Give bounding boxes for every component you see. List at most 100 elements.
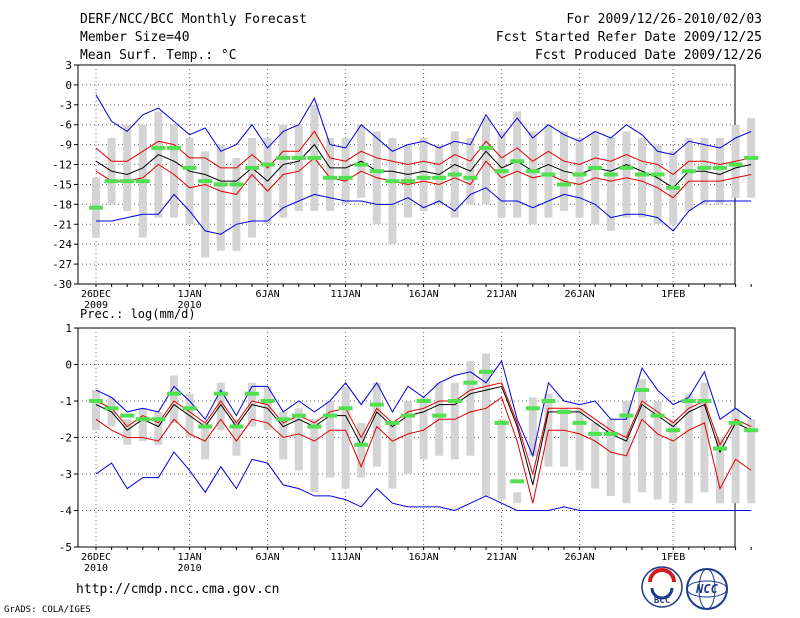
ensemble-mean-marker (182, 165, 197, 170)
spread-box (404, 401, 412, 474)
ensemble-mean-marker (120, 413, 135, 418)
precipitation-chart-title: Prec.: log(mm/d) (80, 307, 196, 321)
y-tick-label: -5 (59, 541, 72, 554)
spread-box (216, 382, 225, 431)
bcc-logo-text: BCC (654, 596, 670, 606)
ensemble-mean-marker (89, 399, 103, 403)
spread-box (560, 408, 568, 467)
ensemble-mean-marker (744, 155, 759, 160)
y-tick-label: 1 (65, 322, 72, 335)
forecast-started-date: Fcst Started Refer Date 2009/12/25 (495, 30, 762, 45)
y-tick-label: -18 (52, 198, 72, 211)
ensemble-mean-marker (401, 413, 415, 418)
ensemble-mean-marker (494, 420, 509, 425)
y-tick-label: -24 (52, 238, 72, 251)
y-tick-label: -1 (59, 395, 72, 408)
ensemble-mean-marker (447, 172, 462, 177)
spread-box (310, 419, 319, 493)
ensemble-mean-marker (245, 165, 259, 170)
ensemble-mean-marker (666, 185, 681, 190)
ensemble-mean-marker (713, 446, 727, 451)
ensemble-mean-marker (213, 182, 228, 187)
ensemble-mean-marker (432, 175, 447, 180)
grads-credit: GrADS: COLA/IGES (4, 605, 91, 615)
ncc-logo: NCC (686, 568, 728, 610)
x-tick-label: 1JAN (178, 552, 202, 563)
ensemble-mean-marker (135, 179, 150, 184)
series-line-p75 (95, 130, 752, 176)
ensemble-mean-marker (104, 179, 119, 184)
spread-box (684, 138, 693, 211)
ensemble-mean-marker (260, 399, 275, 403)
ensemble-mean-marker (291, 155, 306, 160)
x-tick-label: 2009 (84, 300, 108, 311)
ensemble-mean-marker (151, 145, 166, 150)
spread-box (731, 408, 740, 504)
spread-box (606, 419, 615, 496)
spread-box (497, 131, 506, 218)
spread-box (326, 401, 334, 478)
ensemble-mean-marker (213, 391, 228, 396)
spread-box (326, 138, 334, 211)
spread-box (341, 138, 350, 205)
ensemble-mean-marker (120, 179, 135, 184)
spread-box (201, 151, 210, 258)
ensemble-mean-marker (697, 399, 712, 403)
ensemble-mean-marker (650, 413, 665, 418)
spread-box (232, 419, 241, 456)
y-tick-label: -21 (52, 218, 72, 231)
ensemble-mean-marker (198, 424, 213, 429)
spread-box (513, 111, 522, 218)
spread-box (279, 124, 288, 218)
spread-box (653, 144, 662, 225)
y-tick-label: -15 (52, 178, 72, 191)
series-line-p25 (95, 396, 752, 504)
y-tick-label: 0 (65, 79, 72, 92)
ensemble-mean-marker (572, 172, 587, 177)
y-tick-label: 0 (65, 359, 72, 372)
ensemble-mean-marker (463, 380, 478, 385)
source-url[interactable]: http://cmdp.ncc.cma.gov.cn (76, 582, 280, 597)
ensemble-mean-marker (588, 431, 603, 436)
spread-box (466, 360, 475, 456)
spread-box (716, 437, 724, 504)
ensemble-mean-marker (89, 205, 103, 210)
variable-label: Mean Surf. Temp.: °C (80, 48, 237, 63)
ensemble-mean-marker (276, 417, 291, 422)
ensemble-mean-marker (510, 479, 525, 484)
ensemble-mean-marker (557, 182, 571, 187)
ensemble-mean-marker (479, 369, 493, 374)
x-tick-label: 2010 (178, 300, 202, 311)
spread-box (591, 422, 600, 489)
series-line-min (95, 451, 752, 512)
spread-box (684, 393, 693, 504)
spread-box (575, 138, 584, 218)
ensemble-mean-marker (323, 413, 337, 418)
x-tick-label: 6JAN (256, 289, 280, 300)
spread-box (170, 375, 178, 423)
ensemble-mean-marker (557, 409, 571, 414)
spread-box (279, 411, 288, 460)
ensemble-mean-marker (541, 399, 556, 403)
ensemble-mean-marker (307, 155, 322, 160)
ensemble-mean-marker (369, 402, 384, 407)
spread-box (575, 408, 584, 471)
spread-box (606, 138, 615, 231)
x-tick-label: 16JAN (409, 552, 439, 563)
series-line-max (95, 359, 752, 458)
ensemble-mean-marker (229, 182, 244, 187)
ensemble-mean-marker (447, 399, 462, 403)
ensemble-mean-marker (432, 413, 447, 418)
ensemble-mean-marker (385, 420, 400, 425)
spread-box (372, 382, 381, 467)
x-tick-label: 11JAN (331, 552, 361, 563)
ensemble-mean-marker (650, 172, 665, 177)
ensemble-mean-marker (619, 165, 634, 170)
spread-box (294, 124, 303, 211)
x-tick-label: 1FEB (661, 552, 685, 563)
series-line-min (96, 187, 752, 235)
spread-box (357, 422, 366, 478)
ensemble-mean-marker (681, 399, 696, 403)
spread-box (638, 379, 646, 493)
x-tick-label: 16JAN (409, 289, 439, 300)
